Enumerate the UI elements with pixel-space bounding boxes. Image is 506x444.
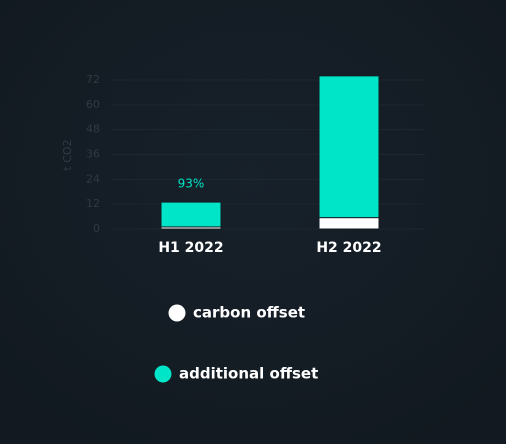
legend-label: additional offset: [179, 365, 318, 383]
y-tick-label: 0: [93, 222, 100, 235]
y-tick-label: 12: [86, 197, 100, 210]
bar-segment: [160, 201, 222, 228]
annotation: 93%: [178, 177, 205, 191]
x-tick-label: H1 2022: [158, 240, 223, 256]
y-tick-label: 60: [86, 98, 100, 111]
y-axis-title: t CO2: [61, 139, 74, 170]
x-tick-label: H2 2022: [316, 240, 381, 256]
legend-swatch: [154, 365, 172, 383]
y-tick-label: 36: [86, 148, 100, 161]
bar-segment: [318, 217, 380, 230]
y-tick-label: 72: [86, 73, 100, 86]
legend-label: carbon offset: [193, 304, 305, 322]
y-tick-label: 48: [86, 123, 100, 136]
y-tick-label: 24: [86, 172, 100, 185]
legend-swatch: [168, 304, 186, 322]
bar-segment: [318, 75, 380, 219]
